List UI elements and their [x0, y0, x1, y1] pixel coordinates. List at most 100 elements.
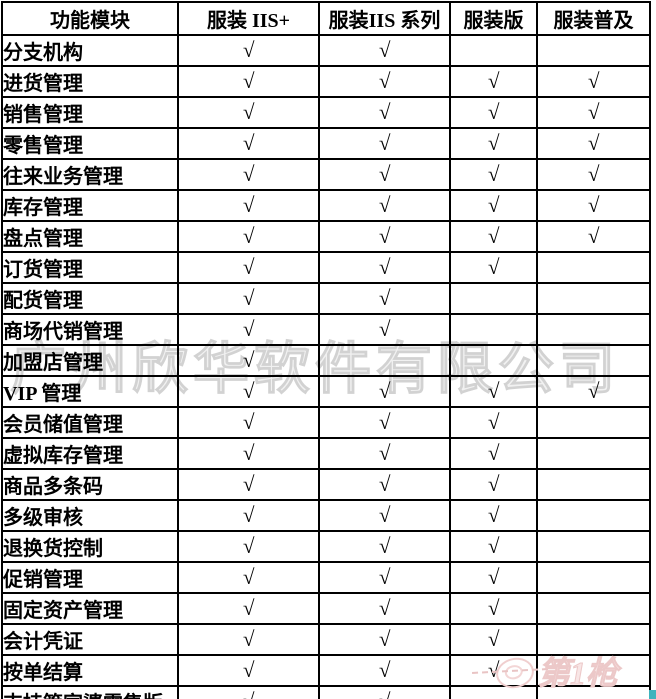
check-mark: √	[177, 499, 320, 532]
check-mark: √	[318, 592, 451, 625]
check-mark: √	[318, 34, 451, 67]
feature-name: 进货管理	[1, 65, 179, 98]
feature-name: 虚拟库存管理	[1, 437, 179, 470]
check-mark: √	[318, 530, 451, 563]
check-mark: √	[318, 313, 451, 346]
table-row: 促销管理 √ √ √	[1, 561, 651, 594]
table-row: 商品多条码 √ √ √	[1, 468, 651, 501]
check-mark: √	[177, 220, 320, 253]
table-row: 订货管理 √ √ √	[1, 251, 651, 284]
check-mark: √	[449, 189, 538, 222]
column-header-1: 服装 IIS+	[177, 1, 320, 36]
empty-cell	[449, 313, 538, 346]
empty-cell	[536, 592, 651, 625]
empty-cell	[536, 282, 651, 315]
table-row: 会员储值管理 √ √ √	[1, 406, 651, 439]
check-mark: √	[177, 34, 320, 67]
empty-cell	[536, 344, 651, 377]
column-header-4: 服装普及	[536, 1, 651, 36]
empty-cell	[536, 313, 651, 346]
table-row: 会计凭证 √ √ √	[1, 623, 651, 656]
check-mark: √	[449, 220, 538, 253]
check-mark: √	[318, 623, 451, 656]
check-mark: √	[177, 96, 320, 129]
check-mark: √	[449, 375, 538, 408]
check-mark: √	[318, 158, 451, 191]
empty-cell	[536, 34, 651, 67]
check-mark: √	[318, 468, 451, 501]
check-mark: √	[318, 561, 451, 594]
feature-name: 零售管理	[1, 127, 179, 160]
feature-name: 库存管理	[1, 189, 179, 222]
table-row: 虚拟库存管理 √ √ √	[1, 437, 651, 470]
check-mark: √	[177, 65, 320, 98]
empty-cell	[318, 344, 451, 377]
check-mark: √	[449, 96, 538, 129]
check-mark: √	[177, 561, 320, 594]
table-row: 配货管理 √ √	[1, 282, 651, 315]
feature-name: 多级审核	[1, 499, 179, 532]
check-mark: √	[177, 344, 320, 377]
feature-name: 会计凭证	[1, 623, 179, 656]
check-mark: √	[536, 96, 651, 129]
feature-name: 订货管理	[1, 251, 179, 284]
feature-name: 盘点管理	[1, 220, 179, 253]
table-row: 支持管家婆零售版√√	[1, 685, 651, 699]
column-header-2: 服装IIS 系列	[318, 1, 451, 36]
check-mark: √	[177, 592, 320, 625]
check-mark: √	[318, 499, 451, 532]
table-row: 零售管理 √ √ √ √	[1, 127, 651, 160]
check-mark: √	[177, 468, 320, 501]
check-mark: √	[318, 96, 451, 129]
check-mark: √	[177, 530, 320, 563]
check-mark: √	[536, 127, 651, 160]
empty-cell	[449, 344, 538, 377]
check-mark: √	[177, 654, 320, 687]
table-row: 按单结算 √ √ √	[1, 654, 651, 687]
empty-cell	[536, 437, 651, 470]
check-mark: √	[318, 65, 451, 98]
feature-name: 配货管理	[1, 282, 179, 315]
table-row: 盘点管理 √ √ √ √	[1, 220, 651, 253]
check-mark: √	[177, 282, 320, 315]
check-mark: √	[177, 437, 320, 470]
feature-name: 固定资产管理	[1, 592, 179, 625]
table-row: 商场代销管理 √ √	[1, 313, 651, 346]
empty-cell	[449, 282, 538, 315]
check-mark: √	[318, 189, 451, 222]
check-mark: √	[449, 654, 538, 687]
check-mark: √	[177, 189, 320, 222]
feature-name: 商品多条码	[1, 468, 179, 501]
check-mark: √	[536, 158, 651, 191]
check-mark: √	[449, 561, 538, 594]
check-mark: √	[449, 592, 538, 625]
feature-name: 退换货控制	[1, 530, 179, 563]
table-row: 库存管理 √ √ √ √	[1, 189, 651, 222]
check-mark: √	[318, 375, 451, 408]
table-row: 往来业务管理 √ √ √ √	[1, 158, 651, 191]
empty-cell	[536, 251, 651, 284]
column-header-3: 服装版	[449, 1, 538, 36]
check-mark: √	[318, 282, 451, 315]
check-mark: √	[318, 654, 451, 687]
feature-name: 促销管理	[1, 561, 179, 594]
feature-name: 支持管家婆零售版	[1, 685, 179, 699]
check-mark: √	[449, 406, 538, 439]
check-mark: √	[318, 406, 451, 439]
empty-cell	[536, 623, 651, 656]
check-mark: √	[449, 158, 538, 191]
check-mark: √	[449, 623, 538, 656]
corner-artifact	[649, 690, 656, 699]
empty-cell	[536, 530, 651, 563]
check-mark: √	[449, 251, 538, 284]
empty-cell	[536, 499, 651, 532]
empty-cell	[536, 561, 651, 594]
table-row: 分支机构 √ √	[1, 34, 651, 67]
table-row: 进货管理 √ √ √ √	[1, 65, 651, 98]
feature-name: 往来业务管理	[1, 158, 179, 191]
check-mark: √	[536, 189, 651, 222]
empty-cell	[449, 685, 538, 699]
table-row: 退换货控制 √ √ √	[1, 530, 651, 563]
